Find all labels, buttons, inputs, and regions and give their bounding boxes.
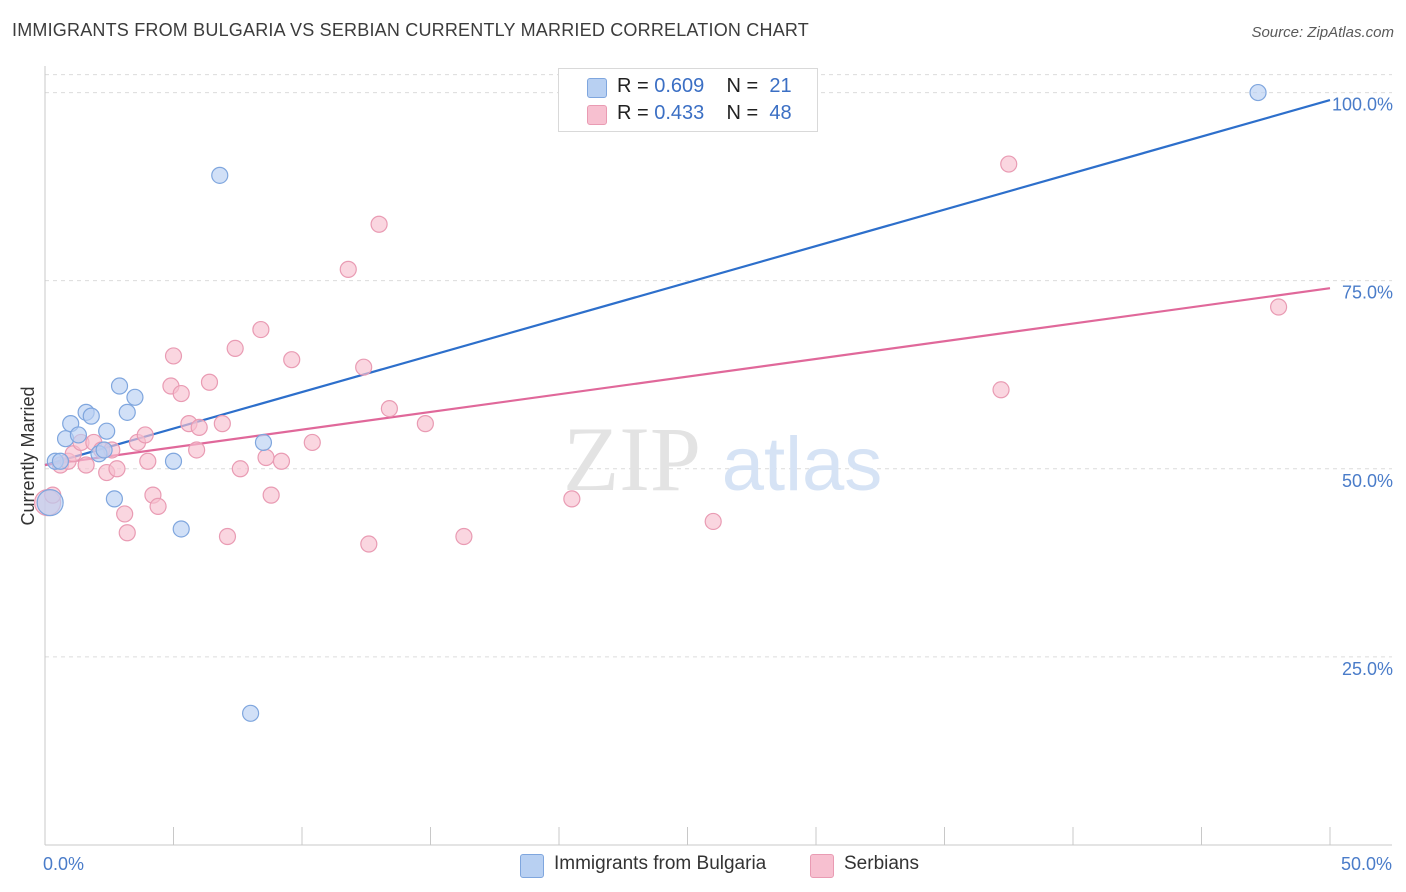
pink-data-point — [262, 486, 280, 504]
blue-data-point — [110, 377, 129, 395]
blue-data-point — [98, 422, 116, 440]
stats-legend: R = 0.609 N = 21 R = 0.433 N = 48 — [558, 68, 818, 132]
pink-data-point — [704, 512, 722, 531]
pink-data-point — [200, 373, 219, 391]
y-tick-label: 75.0% — [1342, 283, 1393, 303]
y-tick-label: 25.0% — [1342, 659, 1393, 679]
blue-data-point — [211, 166, 229, 184]
pink-data-point — [1000, 155, 1018, 173]
pink-data-point — [188, 441, 206, 459]
blue-data-point — [82, 407, 100, 425]
pink-data-point — [149, 497, 167, 516]
watermark-atlas: atlas — [722, 422, 883, 507]
pink-data-point — [190, 418, 208, 437]
legend-r-label: R = — [617, 75, 649, 97]
blue-data-point — [51, 452, 70, 470]
y-tick-label: 50.0% — [1342, 471, 1393, 491]
watermark-zip: ZIP — [563, 408, 701, 510]
pink-data-point — [339, 260, 357, 278]
pink-data-point — [116, 505, 134, 523]
blue-data-point — [126, 388, 144, 406]
legend-n-value: 48 — [769, 102, 792, 124]
y-axis-label: Currently Married — [18, 386, 38, 525]
legend-swatch-pink — [810, 854, 834, 878]
chart-title: IMMIGRANTS FROM BULGARIA VS SERBIAN CURR… — [12, 20, 809, 40]
x-tick-label: 50.0% — [1341, 854, 1392, 874]
blue-data-point — [36, 489, 64, 517]
legend-n-label: N = — [726, 102, 759, 124]
blue-data-point — [254, 433, 273, 452]
pink-data-point — [1269, 298, 1288, 316]
pink-data-point — [370, 215, 388, 233]
pink-data-point — [455, 527, 473, 546]
pink-data-point — [226, 339, 244, 357]
pink-data-point — [77, 456, 95, 474]
blue-data-point — [95, 441, 113, 459]
tick-labels: 25.0% 50.0% 75.0% 100.0% 0.0% 50.0% — [43, 95, 1393, 874]
legend-r-label: R = — [617, 102, 649, 124]
legend-swatch-blue — [520, 854, 544, 878]
pink-data-point — [992, 381, 1010, 399]
pink-data-point — [108, 460, 126, 478]
pink-data-point — [257, 448, 275, 467]
legend-swatch-pink — [587, 105, 607, 125]
y-tick-label: 100.0% — [1332, 95, 1393, 115]
blue-data-point — [69, 426, 88, 444]
legend-r-value: 0.433 — [654, 102, 705, 124]
pink-data-point — [416, 415, 434, 433]
series-label: Serbians — [844, 853, 919, 874]
series-label: Immigrants from Bulgaria — [554, 853, 767, 874]
blue-trend-line — [44, 99, 1331, 467]
points-blue — [36, 83, 1267, 722]
legend-n-value: 21 — [769, 75, 792, 97]
blue-data-point — [1249, 83, 1267, 102]
pink-data-point — [252, 320, 270, 339]
pink-data-point — [218, 527, 237, 546]
pink-data-point — [355, 358, 373, 376]
legend-n-label: N = — [726, 75, 759, 97]
pink-data-point — [360, 535, 378, 553]
pink-data-point — [136, 426, 154, 444]
pink-data-point — [139, 452, 157, 470]
axes — [44, 66, 1392, 846]
pink-data-point — [231, 460, 249, 478]
pink-data-point — [563, 490, 581, 508]
pink-data-point — [172, 384, 190, 403]
pink-data-point — [164, 347, 183, 365]
legend-r-value: 0.609 — [654, 75, 705, 97]
blue-data-point — [164, 452, 183, 470]
pink-data-point — [283, 351, 301, 369]
pink-data-point — [272, 452, 291, 470]
gridlines — [45, 74, 1392, 658]
pink-data-point — [118, 524, 136, 542]
blue-data-point — [105, 490, 123, 508]
source-note: Source: ZipAtlas.com — [1251, 24, 1394, 41]
legend-swatch-blue — [587, 78, 607, 98]
pink-data-point — [380, 399, 398, 418]
pink-data-point — [303, 433, 321, 452]
pink-data-point — [213, 415, 231, 433]
blue-data-point — [242, 704, 260, 722]
blue-data-point — [172, 520, 190, 538]
blue-data-point — [118, 403, 136, 421]
watermark: ZIP atlas — [563, 408, 882, 510]
x-tick-label: 0.0% — [43, 854, 84, 874]
